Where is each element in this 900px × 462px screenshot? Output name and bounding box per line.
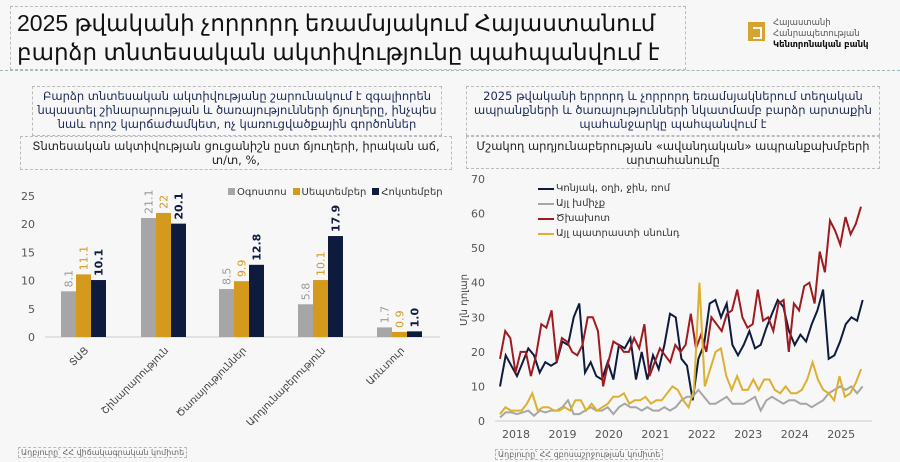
bar	[298, 304, 313, 337]
legend-label: Հոկտեմբեր	[381, 187, 443, 198]
y-tick-label: 40	[471, 277, 485, 290]
bar	[171, 223, 186, 337]
bar	[392, 331, 407, 337]
logo-line3: Կենտրոնական բանկ	[773, 40, 869, 50]
bar	[91, 280, 106, 337]
bar-value-label: 10.1	[93, 249, 106, 276]
bar-value-label: 20.1	[173, 192, 186, 219]
bar	[61, 291, 76, 337]
bar	[141, 217, 156, 337]
bar-value-label: 1.7	[379, 306, 392, 324]
y-tick-label: 5	[28, 303, 35, 316]
bar-value-label: 22	[158, 195, 171, 209]
category-label: Ծառայություններ	[175, 345, 249, 419]
series-line	[499, 385, 864, 419]
y-tick-label: 10	[21, 275, 35, 288]
series-line	[499, 206, 862, 387]
y-tick-label: 15	[21, 246, 35, 259]
legend-label: Այլ խմիչք	[556, 198, 606, 209]
x-tick-label: 2020	[595, 428, 623, 441]
bar	[76, 274, 91, 337]
bar	[234, 281, 249, 337]
y-tick-label: 25	[21, 190, 35, 203]
x-tick-label: 2022	[688, 428, 716, 441]
left-subtitle: Տնտեսական ակտիվության ցուցանիշն ըստ ճյու…	[20, 136, 452, 170]
right-source: Աղբյուրը՝ ՀՀ զբոսաշրջության կոմիտե	[495, 449, 664, 460]
y-tick-label: 0	[478, 415, 485, 428]
bar-value-label: 8.5	[221, 268, 234, 286]
x-tick-label: 2018	[502, 428, 530, 441]
bar	[377, 327, 392, 337]
series-line	[499, 282, 863, 415]
right-headline: 2025 թվականի երրորդ և չորրորդ եռամսյակնե…	[466, 86, 880, 136]
y-tick-label: 10	[471, 380, 485, 393]
left-source: Աղբյուրը՝ ՀՀ վիճակագրական կոմիտե	[18, 447, 188, 458]
bar-value-label: 0.9	[394, 310, 407, 328]
bar	[407, 331, 422, 337]
logo-line2: Հանրապետության	[773, 29, 860, 39]
x-tick-label: 2023	[734, 428, 762, 441]
legend-item-other-food: Այլ պատրաստի սնունդ	[538, 226, 680, 241]
header-divider	[0, 70, 900, 71]
legend-item-brandy: Կոնյակ, օղի, ջին, ռոմ	[538, 181, 680, 196]
y-tick-label: 50	[471, 242, 485, 255]
bar-value-label: 9.9	[236, 260, 249, 278]
bar-chart-legend: Օգոստոս Սեպտեմբեր Հոկտեմբեր	[228, 187, 443, 198]
line-chart-legend: Կոնյակ, օղի, ջին, ռոմ Այլ խմիչք Ծխախոտ Ա…	[538, 181, 680, 241]
legend-label: Օգոստոս	[237, 187, 287, 198]
line-chart: 0 10 20 30 40 50 60 70 2018 2019 2020 2021 2022 2023 2…	[459, 173, 872, 441]
y-tick-label: 20	[21, 218, 35, 231]
bar	[249, 264, 264, 337]
bar	[328, 236, 343, 337]
legend-item-october: Հոկտեմբեր	[372, 187, 443, 198]
bar	[313, 280, 328, 337]
x-tick-label: 2025	[827, 428, 855, 441]
y-tick-label: 20	[471, 346, 485, 359]
central-bank-logo: Հայաստանի Հանրապետության Կենտրոնական բան…	[748, 18, 869, 51]
y-tick-label: 30	[471, 311, 485, 324]
legend-label: Սեպտեմբեր	[301, 187, 367, 198]
logo-mark-icon	[748, 22, 765, 41]
right-subtitle: Մշակող արդյունաբերության «ավանդական» ապր…	[466, 136, 880, 169]
legend-item-other-drinks: Այլ խմիչք	[538, 196, 680, 211]
legend-label: Այլ պատրաստի սնունդ	[556, 228, 680, 239]
x-tick-label: 2024	[781, 428, 809, 441]
bar-value-label: 21.1	[143, 189, 156, 214]
legend-label: Ծխախոտ	[556, 213, 611, 224]
left-headline: Բարձր տնտեսական ակտիվությանը շարունակում…	[32, 86, 442, 136]
y-axis-label: Մլն դոլար	[459, 274, 470, 326]
category-label: Շինարարություն	[100, 345, 172, 417]
category-label: Արդյունաբերություն	[245, 345, 328, 428]
legend-label: Կոնյակ, օղի, ջին, ռոմ	[556, 183, 671, 194]
y-tick-label: 0	[28, 331, 35, 344]
bar-value-label: 8.1	[63, 270, 76, 288]
y-tick-label: 70	[471, 173, 485, 186]
x-tick-label: 2021	[641, 428, 669, 441]
logo-line1: Հայաստանի	[773, 18, 831, 28]
category-label: ՏԱՑ	[68, 345, 91, 368]
bar-value-label: 17.9	[330, 205, 343, 232]
legend-item-tobacco: Ծխախոտ	[538, 211, 680, 226]
category-label: Առևտուր	[365, 345, 407, 387]
x-tick-label: 2019	[548, 428, 576, 441]
legend-item-august: Օգոստոս	[228, 187, 287, 198]
y-tick-label: 60	[471, 208, 485, 221]
bar-value-label: 12.8	[251, 234, 264, 261]
bar-value-label: 1.0	[409, 308, 422, 328]
bar-value-label: 10.1	[315, 252, 328, 277]
page-title: 2025 թվականի չորրորդ եռամսյակում Հայաստա…	[10, 6, 686, 70]
bar-value-label: 11.1	[78, 246, 91, 271]
legend-item-september: Սեպտեմբեր	[292, 187, 367, 198]
bar	[156, 212, 171, 337]
bar-value-label: 5.8	[300, 283, 313, 301]
bar	[219, 289, 234, 337]
